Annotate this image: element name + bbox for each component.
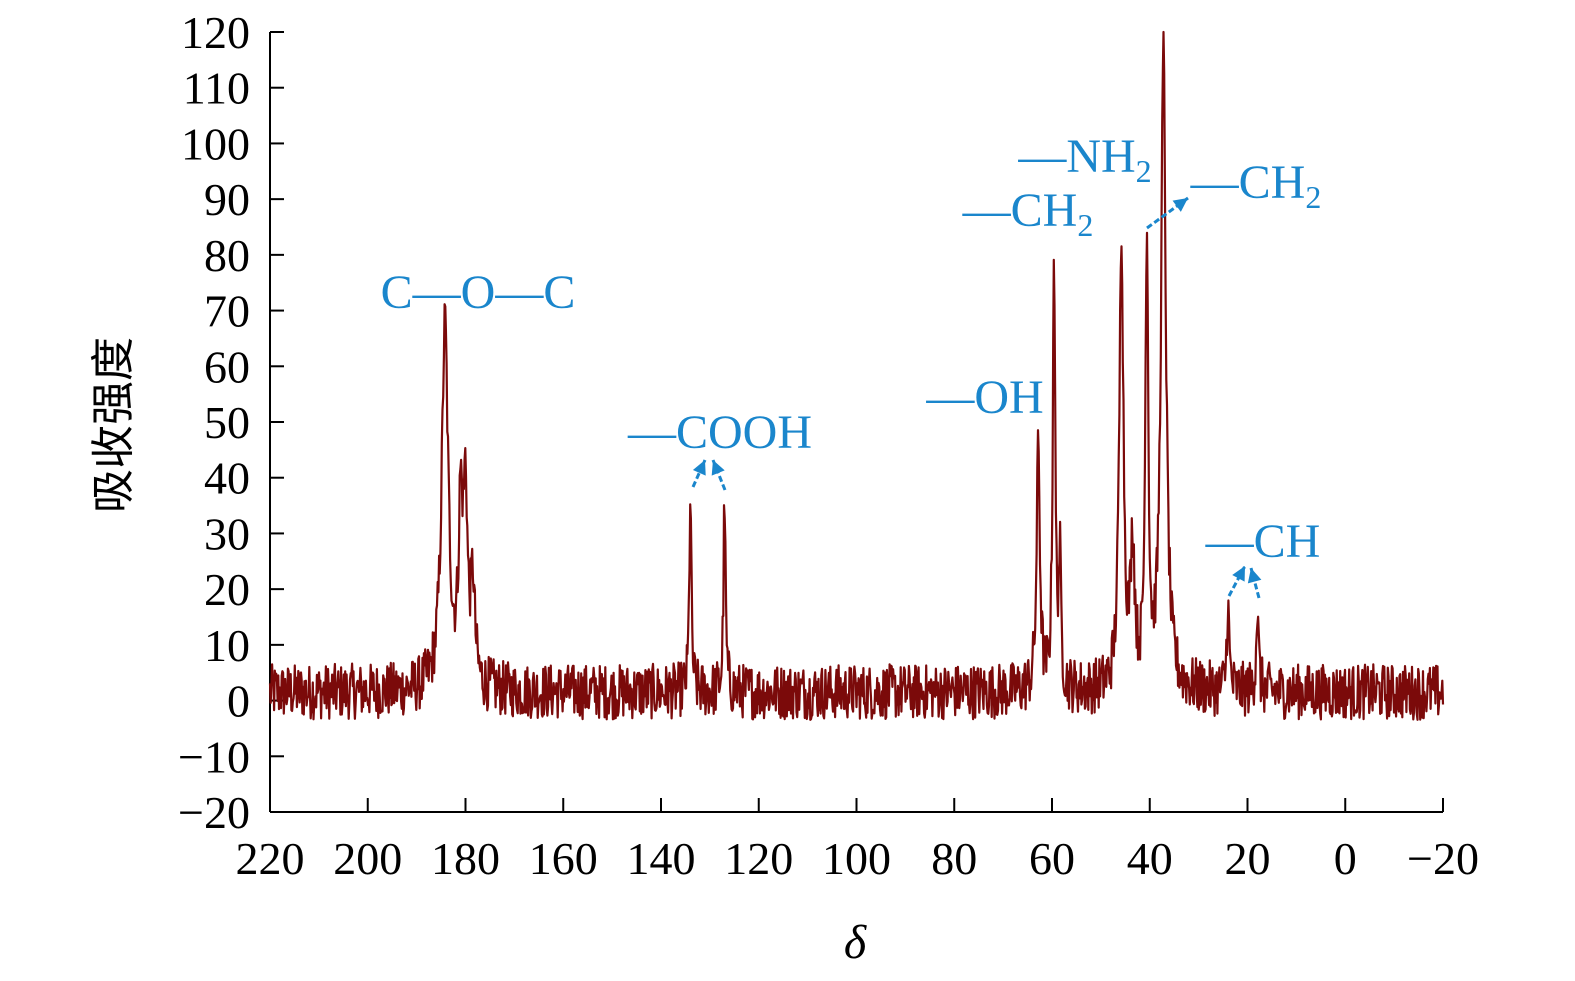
annotation-text: —CH (1205, 515, 1321, 568)
y-tick-label: 30 (204, 508, 250, 559)
annotation-coc: C—O—C (381, 266, 576, 319)
x-tick-label: 160 (529, 833, 598, 884)
x-axis-ticks: 220 200 180 160 140 120 100 80 60 40 20 0 −20 (236, 798, 1479, 884)
y-axis-title: 吸收强度 (88, 337, 139, 513)
x-tick-label: 20 (1225, 833, 1271, 884)
x-tick-label: 80 (931, 833, 977, 884)
y-tick-label: −20 (178, 787, 250, 838)
y-tick-label: 70 (204, 286, 250, 337)
annotation-text: —NH (1017, 130, 1135, 183)
annotation-text: —CH (962, 184, 1078, 237)
y-tick-label: −10 (178, 731, 250, 782)
y-tick-label: 0 (227, 676, 250, 727)
y-tick-label: 50 (204, 397, 250, 448)
y-tick-label: 60 (204, 341, 250, 392)
annotation-cooh: —COOH (627, 406, 812, 459)
annotation-text: C—O—C (381, 266, 576, 319)
x-tick-label: 40 (1127, 833, 1173, 884)
x-tick-label: 220 (236, 833, 305, 884)
annotation-nh2: —NH2 (1017, 130, 1151, 189)
x-tick-label: −20 (1407, 833, 1479, 884)
y-tick-label: 100 (181, 118, 250, 169)
annotation-subscript: 2 (1136, 153, 1152, 189)
x-tick-label: 200 (333, 833, 402, 884)
y-tick-label: 120 (181, 7, 250, 58)
x-tick-label: 120 (724, 833, 793, 884)
annotation-text: —OH (925, 371, 1043, 424)
x-tick-label: 0 (1334, 833, 1357, 884)
spectrum-line (270, 32, 1443, 720)
arrow-ch-right (1248, 568, 1262, 598)
annotation-subscript: 2 (1077, 207, 1093, 243)
annotation-ch2b: —CH2 (1190, 156, 1322, 215)
x-tick-label: 100 (822, 833, 891, 884)
x-tick-label: 180 (431, 833, 500, 884)
y-tick-label: 10 (204, 620, 250, 671)
y-tick-label: 80 (204, 230, 250, 281)
annotation-ch: —CH (1205, 515, 1321, 568)
arrow-ch-left (1229, 566, 1245, 596)
arrow-ch2 (1147, 198, 1188, 228)
y-tick-label: 110 (183, 63, 250, 114)
x-axis-title: δ (844, 916, 867, 969)
y-tick-label: 40 (204, 453, 250, 504)
annotation-subscript: 2 (1305, 179, 1321, 215)
annotation-text: —COOH (627, 406, 812, 459)
arrow-cooh-left (693, 460, 706, 487)
peak-annotations: C—O—C—COOH—OH—CH2—NH2 —CH2—CH (381, 130, 1322, 568)
y-tick-label: 90 (204, 174, 250, 225)
x-tick-label: 140 (627, 833, 696, 884)
annotation-oh: —OH (925, 371, 1043, 424)
annotation-text: —CH (1190, 156, 1306, 209)
annotation-ch2a: —CH2 (962, 184, 1094, 243)
arrow-cooh-right (712, 460, 725, 490)
y-tick-label: 20 (204, 564, 250, 615)
x-tick-label: 60 (1029, 833, 1075, 884)
